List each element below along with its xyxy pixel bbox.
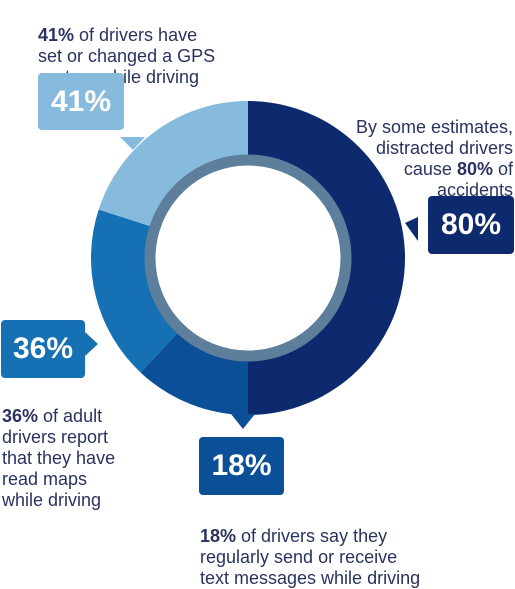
donut-slice-18	[140, 333, 248, 416]
caption-18: 18% of drivers say they regularly send o…	[200, 505, 480, 589]
caption-80-strong: 80%	[456, 159, 493, 179]
donut-infographic: By some estimates, distracted drivers ca…	[1, 25, 514, 588]
badge-41-label: 41%	[50, 84, 112, 118]
caption-80-pre: By some estimates, distracted drivers ca…	[355, 117, 513, 179]
pointer-18	[231, 414, 255, 429]
caption-18-strong: 18%	[200, 526, 237, 546]
caption-36-post: of adult drivers report that they have r…	[2, 406, 116, 510]
donut-chart	[85, 101, 418, 429]
caption-36-strong: 36%	[2, 406, 39, 426]
badge-36-label: 36%	[12, 332, 74, 365]
caption-80: By some estimates, distracted drivers ca…	[318, 96, 513, 201]
pointer-80	[405, 217, 418, 241]
badge-80: 80%	[428, 196, 514, 254]
donut-slice-36	[90, 209, 178, 373]
pointer-36	[85, 332, 98, 356]
caption-36: 36% of adult drivers report that they ha…	[2, 385, 162, 511]
badge-18-label: 18%	[211, 449, 272, 482]
badge-80-label: 80%	[440, 208, 502, 241]
badge-41: 41%	[38, 73, 124, 130]
badge-36: 36%	[1, 320, 85, 378]
donut-slice-80	[248, 101, 405, 415]
badge-18: 18%	[199, 437, 284, 495]
donut-inner-ring	[144, 154, 352, 362]
pointer-41	[120, 137, 145, 150]
caption-41-strong: 41%	[38, 25, 75, 45]
caption-80-post: of accidents	[436, 159, 513, 200]
donut-slice-41	[98, 101, 248, 227]
